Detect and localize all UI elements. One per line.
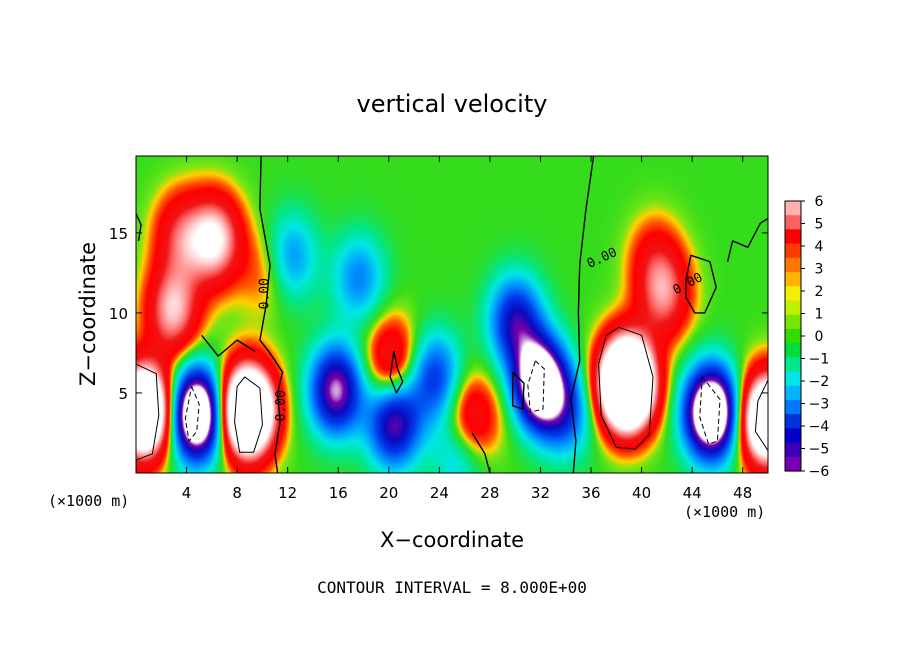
x-tick-label: 40 xyxy=(632,484,651,502)
x-tick-label: 28 xyxy=(480,484,499,502)
x-tick-label: 4 xyxy=(182,484,192,502)
updraft-contour xyxy=(754,379,768,451)
x-tick-label: 8 xyxy=(232,484,242,502)
colorbar-tick-label: −5 xyxy=(809,442,830,458)
y-tick-label: 15 xyxy=(109,225,128,243)
colorbar-tick-label: −4 xyxy=(809,419,830,435)
colorbar-swatch xyxy=(785,215,801,231)
zero-contour xyxy=(471,432,491,473)
x-tick-label: 24 xyxy=(430,484,449,502)
colorbar-tick-label: −2 xyxy=(809,374,830,390)
colorbar-swatch xyxy=(785,300,801,316)
zero-contour xyxy=(259,156,284,473)
x-tick-label: 20 xyxy=(379,484,398,502)
x-tick-label: 36 xyxy=(581,484,600,502)
colorbar-tick-label: 0 xyxy=(815,329,824,345)
colorbar: 6 5 4 3 2 1 0 −1 −2 −3 −4 −5 −6 xyxy=(784,194,830,480)
updraft-contour xyxy=(234,376,263,453)
updraft-contour xyxy=(136,363,160,461)
colorbar-swatch xyxy=(785,357,801,373)
contour-label: 0.00 xyxy=(274,390,289,421)
colorbar-tick-label: 4 xyxy=(815,239,824,255)
x-unit-right: (×1000 m) xyxy=(684,503,765,521)
y-axis-label: Z−coordinate xyxy=(76,242,100,386)
zero-contour xyxy=(389,351,404,394)
colorbar-swatch xyxy=(785,257,801,273)
contour-interval-note: CONTOUR INTERVAL = 8.000E+00 xyxy=(317,578,587,597)
zero-contour xyxy=(685,254,717,314)
colorbar-swatch xyxy=(785,272,801,287)
colorbar-swatch xyxy=(785,314,801,330)
colorbar-swatch xyxy=(785,343,801,358)
colorbar-swatch xyxy=(785,414,801,429)
colorbar-swatch xyxy=(785,442,801,458)
downdraft-contour xyxy=(699,376,721,445)
zero-contour xyxy=(512,371,525,410)
colorbar-swatch xyxy=(785,371,801,387)
updraft-contour xyxy=(598,326,654,450)
plot-frame xyxy=(135,155,769,474)
y-axis-ticks: 5 10 15 xyxy=(109,225,768,403)
colorbar-swatch xyxy=(785,286,801,302)
y-tick-label: 10 xyxy=(109,305,128,323)
x-unit-left: (×1000 m) xyxy=(48,492,129,510)
zero-contour xyxy=(201,334,256,357)
zero-contour xyxy=(136,213,142,242)
colorbar-swatch xyxy=(785,456,801,472)
downdraft-contour xyxy=(184,386,200,443)
y-tick-label: 5 xyxy=(118,385,128,403)
zero-contour xyxy=(570,156,595,473)
chart-title: vertical velocity xyxy=(357,90,548,118)
colorbar-swatch xyxy=(785,328,801,344)
colorbar-swatch xyxy=(785,385,801,401)
field-raster xyxy=(136,156,768,473)
colorbar-tick-label: −3 xyxy=(809,397,830,413)
x-tick-label: 32 xyxy=(531,484,550,502)
contour-lines xyxy=(136,156,768,473)
colorbar-swatch xyxy=(785,399,801,415)
colorbar-tick-label: 2 xyxy=(815,284,824,300)
velocity-field xyxy=(136,156,768,473)
colorbar-tick-label: 5 xyxy=(815,217,824,233)
colorbar-tick-label: −6 xyxy=(809,464,830,480)
zero-contour xyxy=(726,217,768,262)
colorbar-tick-label: 6 xyxy=(815,194,824,210)
colorbar-swatch xyxy=(785,428,801,444)
colorbar-tick-label: 1 xyxy=(815,307,824,323)
x-tick-label: 12 xyxy=(278,484,297,502)
downdraft-contour xyxy=(527,360,545,413)
x-axis-label: X−coordinate xyxy=(380,528,524,552)
x-axis-ticks: 4 8 12 16 20 24 28 32 36 40 44 48 xyxy=(182,156,752,502)
colorbar-tick-label: 3 xyxy=(815,262,824,278)
colorbar-tick-label: −1 xyxy=(809,352,830,368)
x-tick-label: 16 xyxy=(329,484,348,502)
colorbar-swatch xyxy=(785,229,801,245)
colorbar-swatch xyxy=(785,243,801,259)
colorbar-swatch xyxy=(785,201,801,216)
x-tick-label: 48 xyxy=(733,484,752,502)
contour-label: 0.00 xyxy=(258,278,273,309)
plot-area: 0.000.000.000.00 xyxy=(135,155,769,474)
x-tick-label: 44 xyxy=(683,484,702,502)
